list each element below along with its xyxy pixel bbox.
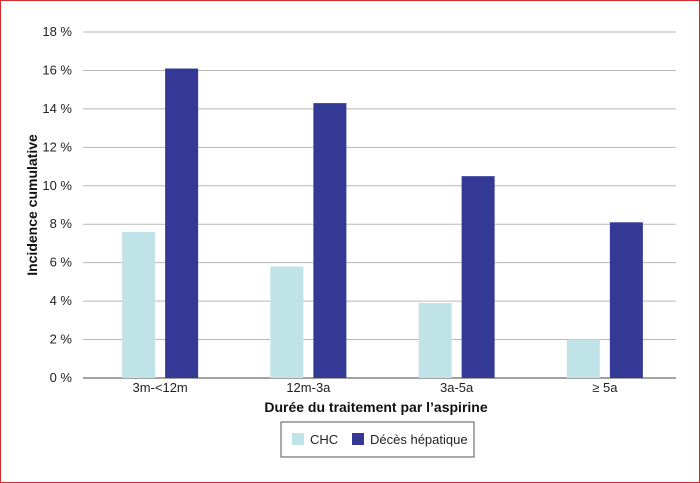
- legend-swatch-deces-hepatique: [352, 433, 364, 445]
- y-tick-label: 8 %: [50, 216, 73, 231]
- bar-chc: [566, 339, 600, 378]
- x-tick-label: ≥ 5a: [592, 380, 618, 395]
- y-axis-title: Incidence cumulative: [24, 134, 40, 276]
- bar-chc: [270, 266, 304, 378]
- y-tick-label: 2 %: [50, 332, 73, 347]
- y-tick-label: 12 %: [42, 139, 72, 154]
- bar-deces-hepatique: [609, 222, 643, 378]
- x-axis-ticks: 3m-<12m 12m-3a 3a-5a ≥ 5a: [132, 380, 618, 395]
- bars: [122, 68, 643, 379]
- x-tick-label: 3a-5a: [440, 380, 474, 395]
- bar-deces-hepatique: [313, 103, 347, 378]
- y-tick-label: 4 %: [50, 293, 73, 308]
- bar-deces-hepatique: [165, 68, 199, 379]
- x-tick-label: 3m-<12m: [132, 380, 187, 395]
- x-axis-title: Durée du traitement par l’aspirine: [264, 399, 487, 415]
- y-tick-label: 18 %: [42, 24, 72, 39]
- legend: CHC Décès hépatique: [280, 421, 475, 458]
- legend-label-chc: CHC: [310, 432, 338, 447]
- y-tick-label: 6 %: [50, 255, 73, 270]
- legend-label-deces-hepatique: Décès hépatique: [370, 432, 468, 447]
- bar-chc: [122, 231, 156, 378]
- legend-box: [280, 421, 475, 458]
- bar-deces-hepatique: [461, 176, 495, 378]
- y-tick-label: 0 %: [50, 370, 73, 385]
- y-tick-label: 16 %: [42, 62, 72, 77]
- y-axis-ticks: 0 % 2 % 4 % 6 % 8 % 10 % 12 % 14 % 16 % 18 %: [42, 24, 72, 385]
- y-tick-label: 10 %: [42, 178, 72, 193]
- y-tick-label: 14 %: [42, 101, 72, 116]
- bar-chc: [418, 303, 452, 378]
- legend-swatch-chc: [292, 433, 304, 445]
- x-tick-label: 12m-3a: [286, 380, 331, 395]
